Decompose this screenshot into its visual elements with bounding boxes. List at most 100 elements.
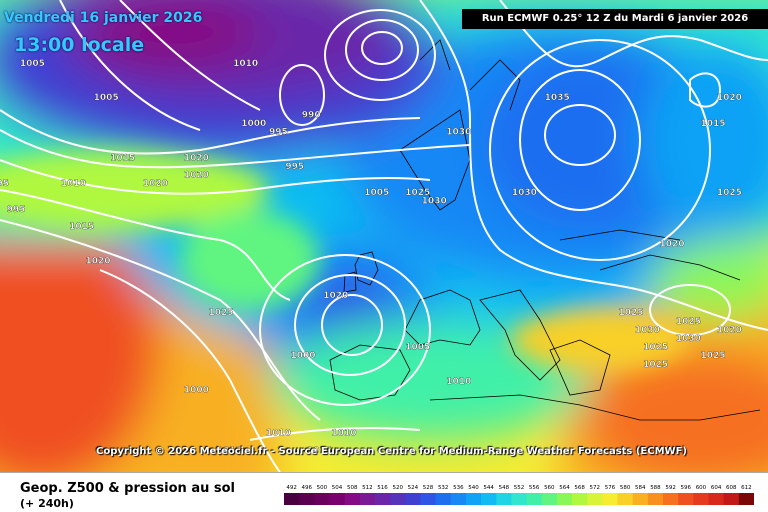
valid-date: Vendredi 16 janvier 2026: [4, 10, 203, 26]
legend-tick: 548: [499, 485, 510, 491]
forecast-map: 1020100510101005100510151020101099010009…: [0, 0, 768, 472]
pressure-label: 1000: [184, 386, 209, 396]
legend-tick: 596: [681, 485, 692, 491]
legend-swatch: [465, 493, 482, 505]
legend-swatch: [572, 493, 588, 505]
legend-swatch: [647, 493, 664, 505]
local-time: 13:00 locale: [14, 34, 145, 56]
legend-tick: 520: [392, 485, 403, 491]
pressure-label: 1015: [110, 153, 135, 163]
footer: Geop. Z500 & pression au sol (+ 240h) 49…: [0, 472, 768, 512]
pressure-label: 1010: [446, 377, 471, 387]
legend-swatch: [329, 493, 346, 505]
pressure-label: 1025: [643, 360, 668, 370]
legend-swatch: [602, 493, 619, 505]
pressure-label: 1035: [545, 93, 570, 103]
pressure-label: 1020: [85, 257, 110, 267]
legend-swatch: [723, 493, 740, 505]
legend-tick: 572: [590, 485, 601, 491]
pressure-label: 1025: [700, 351, 725, 361]
pressure-labels: 1020100510101005100510151020101099010009…: [0, 59, 742, 456]
pressure-label: 1020: [323, 291, 348, 301]
legend-tick: 564: [559, 485, 570, 491]
pressure-label: 1030: [512, 188, 537, 198]
pressure-label: 1020: [184, 153, 209, 163]
legend-swatch: [556, 493, 573, 505]
pressure-label: 1005: [94, 93, 119, 103]
copyright: Copyright © 2026 Meteociel.fr - Source E…: [96, 446, 687, 457]
legend-swatch: [587, 493, 603, 505]
pressure-label: 1030: [635, 325, 660, 335]
legend-swatch: [299, 493, 315, 505]
pressure-label: 1025: [618, 308, 643, 318]
legend-swatch: [344, 493, 361, 505]
legend-swatch: [481, 493, 497, 505]
legend-swatch: [435, 493, 452, 505]
legend-swatch: [526, 493, 543, 505]
pressure-label: 1000: [290, 351, 315, 361]
pressure-label: 1030: [422, 196, 447, 206]
legend-tick: 524: [408, 485, 419, 491]
legend-swatch: [693, 493, 710, 505]
legend-tick: 556: [529, 485, 540, 491]
pressure-label: 1005: [364, 188, 389, 198]
pressure-label: 1020: [717, 93, 742, 103]
legend-swatch: [617, 493, 634, 505]
legend-swatch: [314, 493, 330, 505]
pressure-label: 1010: [331, 429, 356, 439]
pressure-label: 995: [269, 128, 288, 138]
pressure-label: 1025: [405, 188, 430, 198]
pressure-label: 1020: [143, 179, 168, 189]
legend-swatch: [284, 493, 300, 505]
legend-tick: 504: [332, 485, 343, 491]
pressure-label: 1015: [307, 446, 332, 456]
coastlines: [329, 39, 761, 421]
pressure-label: 1015: [217, 446, 242, 456]
pressure-label: 1015: [69, 222, 94, 232]
legend-tick: 508: [347, 485, 358, 491]
pressure-label: 995: [285, 162, 304, 172]
run-info: Run ECMWF 0.25° 12 Z du Mardi 6 janvier …: [462, 9, 768, 29]
legend-swatch: [496, 493, 512, 505]
pressure-label: 1020: [717, 325, 742, 335]
pressure-label: 990: [302, 110, 321, 120]
legend-tick: 500: [317, 485, 328, 491]
pressure-label: 995: [0, 179, 9, 189]
pressure-label: 995: [7, 205, 26, 215]
legend-tick: 608: [726, 485, 737, 491]
legend-swatch: [390, 493, 406, 505]
legend-swatch: [359, 493, 376, 505]
legend-tick: 568: [574, 485, 585, 491]
pressure-label: 1010: [61, 179, 86, 189]
legend-tick: 580: [620, 485, 631, 491]
color-legend: 492 496 500 504 508 512 516 520 524 528 532 536 540 5…: [284, 485, 754, 505]
legend-swatch: [541, 493, 558, 505]
lead-time: (+ 240h): [20, 497, 74, 510]
legend-swatch: [632, 493, 649, 505]
legend-tick: 540: [468, 485, 479, 491]
legend-swatch: [738, 493, 754, 505]
legend-swatch: [450, 493, 467, 505]
legend-swatch: [420, 493, 437, 505]
legend-tick: 512: [362, 485, 373, 491]
pressure-label: 1000: [241, 119, 266, 129]
legend-tick: 496: [301, 485, 312, 491]
legend-swatch: [708, 493, 725, 505]
legend-tick: 592: [665, 485, 676, 491]
legend-swatch: [678, 493, 694, 505]
legend-tick: 552: [514, 485, 525, 491]
legend-tick: 528: [423, 485, 434, 491]
legend-tick: 532: [438, 485, 449, 491]
legend-swatch: [663, 493, 679, 505]
legend-tick: 612: [741, 485, 752, 491]
pressure-label: 1025: [717, 188, 742, 198]
legend-tick: 584: [635, 485, 646, 491]
legend-tick: 604: [711, 485, 722, 491]
pressure-label: 1005: [20, 59, 45, 69]
pressure-label: 1025: [208, 308, 233, 318]
pressure-label: 1010: [266, 429, 291, 439]
legend-tick: 516: [377, 485, 388, 491]
pressure-label: 1015: [700, 119, 725, 129]
pressure-label: 1020: [184, 171, 209, 181]
